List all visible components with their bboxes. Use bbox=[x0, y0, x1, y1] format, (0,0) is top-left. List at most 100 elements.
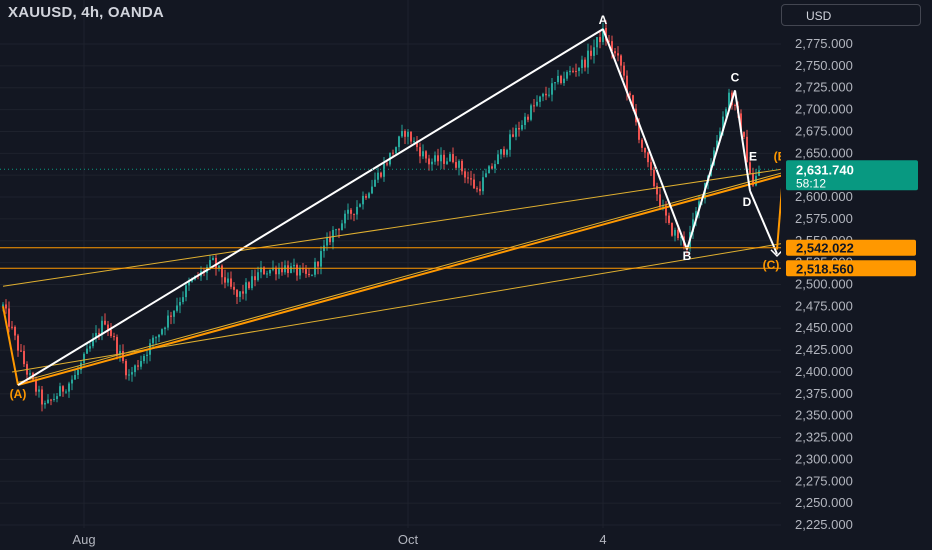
candle-body bbox=[11, 326, 13, 328]
y-tick-label: 2,575.000 bbox=[795, 211, 853, 226]
wave-line bbox=[734, 90, 751, 192]
candle-body bbox=[413, 141, 415, 143]
candle-body bbox=[239, 291, 241, 297]
wave-label: C bbox=[731, 71, 740, 85]
candle-body bbox=[572, 70, 574, 72]
candle-body bbox=[719, 131, 721, 141]
candle-body bbox=[386, 163, 388, 165]
price-axis[interactable]: 2,225.000 2,250.000 2,275.000 2,300.000 2,32… bbox=[781, 0, 932, 550]
wave-label: D bbox=[743, 195, 752, 209]
candle-body bbox=[179, 301, 181, 306]
candle-body bbox=[254, 276, 256, 281]
candle-body bbox=[281, 268, 283, 273]
candle-body bbox=[101, 320, 103, 335]
candle-body bbox=[356, 206, 358, 215]
candle-body bbox=[380, 172, 382, 177]
wave-lines bbox=[17, 28, 784, 386]
y-tick-label: 2,675.000 bbox=[795, 123, 853, 138]
candle-body bbox=[161, 329, 163, 335]
candle-body bbox=[542, 93, 544, 97]
candle-body bbox=[650, 162, 652, 170]
candle-body bbox=[578, 67, 580, 72]
wave-label: B bbox=[683, 249, 692, 263]
y-tick-label: 2,300.000 bbox=[795, 451, 853, 466]
candle-body bbox=[452, 154, 454, 163]
candle-body bbox=[587, 50, 589, 68]
candle-body bbox=[353, 213, 355, 215]
candle-body bbox=[488, 166, 490, 174]
candle-body bbox=[41, 389, 43, 405]
candle-body bbox=[746, 136, 748, 163]
candle-body bbox=[446, 161, 448, 164]
candle-body bbox=[143, 355, 145, 362]
candle-body bbox=[221, 265, 223, 278]
candle-body bbox=[47, 399, 49, 404]
candle-body bbox=[725, 109, 727, 117]
candle-body bbox=[530, 105, 532, 120]
candle-body bbox=[566, 72, 568, 79]
candle-body bbox=[590, 50, 592, 56]
candle-body bbox=[614, 51, 616, 54]
wave-label: (A) bbox=[10, 387, 27, 401]
candle-body bbox=[230, 278, 232, 287]
candle-body bbox=[752, 173, 754, 186]
candle-body bbox=[137, 365, 139, 367]
candle-body bbox=[236, 289, 238, 297]
y-tick-label: 2,275.000 bbox=[795, 473, 853, 488]
candle-body bbox=[17, 335, 19, 351]
candle-body bbox=[629, 93, 631, 96]
candle-body bbox=[506, 149, 508, 155]
candle-body bbox=[599, 37, 601, 43]
candle-body bbox=[320, 251, 322, 267]
candle-body bbox=[113, 336, 115, 338]
candle-body bbox=[527, 116, 529, 120]
candle-body bbox=[71, 379, 73, 384]
candle-body bbox=[2, 304, 4, 307]
y-tick-label: 2,225.000 bbox=[795, 517, 853, 532]
symbol-title[interactable]: XAUUSD, 4h, OANDA bbox=[8, 4, 164, 21]
candle-body bbox=[119, 351, 121, 354]
candle-body bbox=[176, 305, 178, 311]
y-tick-label: 2,250.000 bbox=[795, 495, 853, 510]
candle-body bbox=[563, 78, 565, 84]
candle-body bbox=[674, 229, 676, 236]
currency-button[interactable]: USD bbox=[781, 4, 921, 26]
candle-body bbox=[83, 353, 85, 363]
candle-body bbox=[500, 149, 502, 155]
candle-body bbox=[464, 171, 466, 178]
candle-body bbox=[671, 222, 673, 236]
candle-body bbox=[218, 265, 220, 269]
candle-body bbox=[455, 162, 457, 168]
candle-body bbox=[182, 297, 184, 302]
candle-body bbox=[134, 365, 136, 373]
candle-body bbox=[734, 104, 736, 106]
candle-body bbox=[107, 324, 109, 330]
candle-body bbox=[341, 223, 343, 231]
candle-body bbox=[467, 177, 469, 179]
candle-body bbox=[140, 361, 142, 367]
candle-body bbox=[395, 147, 397, 154]
candle-body bbox=[92, 338, 94, 347]
candle-body bbox=[104, 320, 106, 325]
candle-body bbox=[608, 40, 610, 42]
candle-body bbox=[575, 70, 577, 72]
y-tick-label: 2,500.000 bbox=[795, 277, 853, 292]
time-axis[interactable]: Aug Oct 4 bbox=[0, 528, 781, 550]
candle-body bbox=[167, 315, 169, 328]
candle-body bbox=[479, 188, 481, 192]
channel-line bbox=[17, 172, 784, 383]
candle-body bbox=[245, 282, 247, 294]
candle-body bbox=[56, 396, 58, 399]
candle-body bbox=[77, 369, 79, 375]
candle-body bbox=[299, 268, 301, 276]
candle-body bbox=[251, 276, 253, 289]
candle-body bbox=[365, 195, 367, 198]
candle-body bbox=[248, 282, 250, 289]
candle-body bbox=[62, 386, 64, 392]
candle-body bbox=[665, 205, 667, 216]
candle-body bbox=[317, 261, 319, 267]
grid-lines bbox=[0, 0, 781, 528]
candle-body bbox=[461, 160, 463, 172]
orange-wave-line bbox=[2, 306, 19, 386]
